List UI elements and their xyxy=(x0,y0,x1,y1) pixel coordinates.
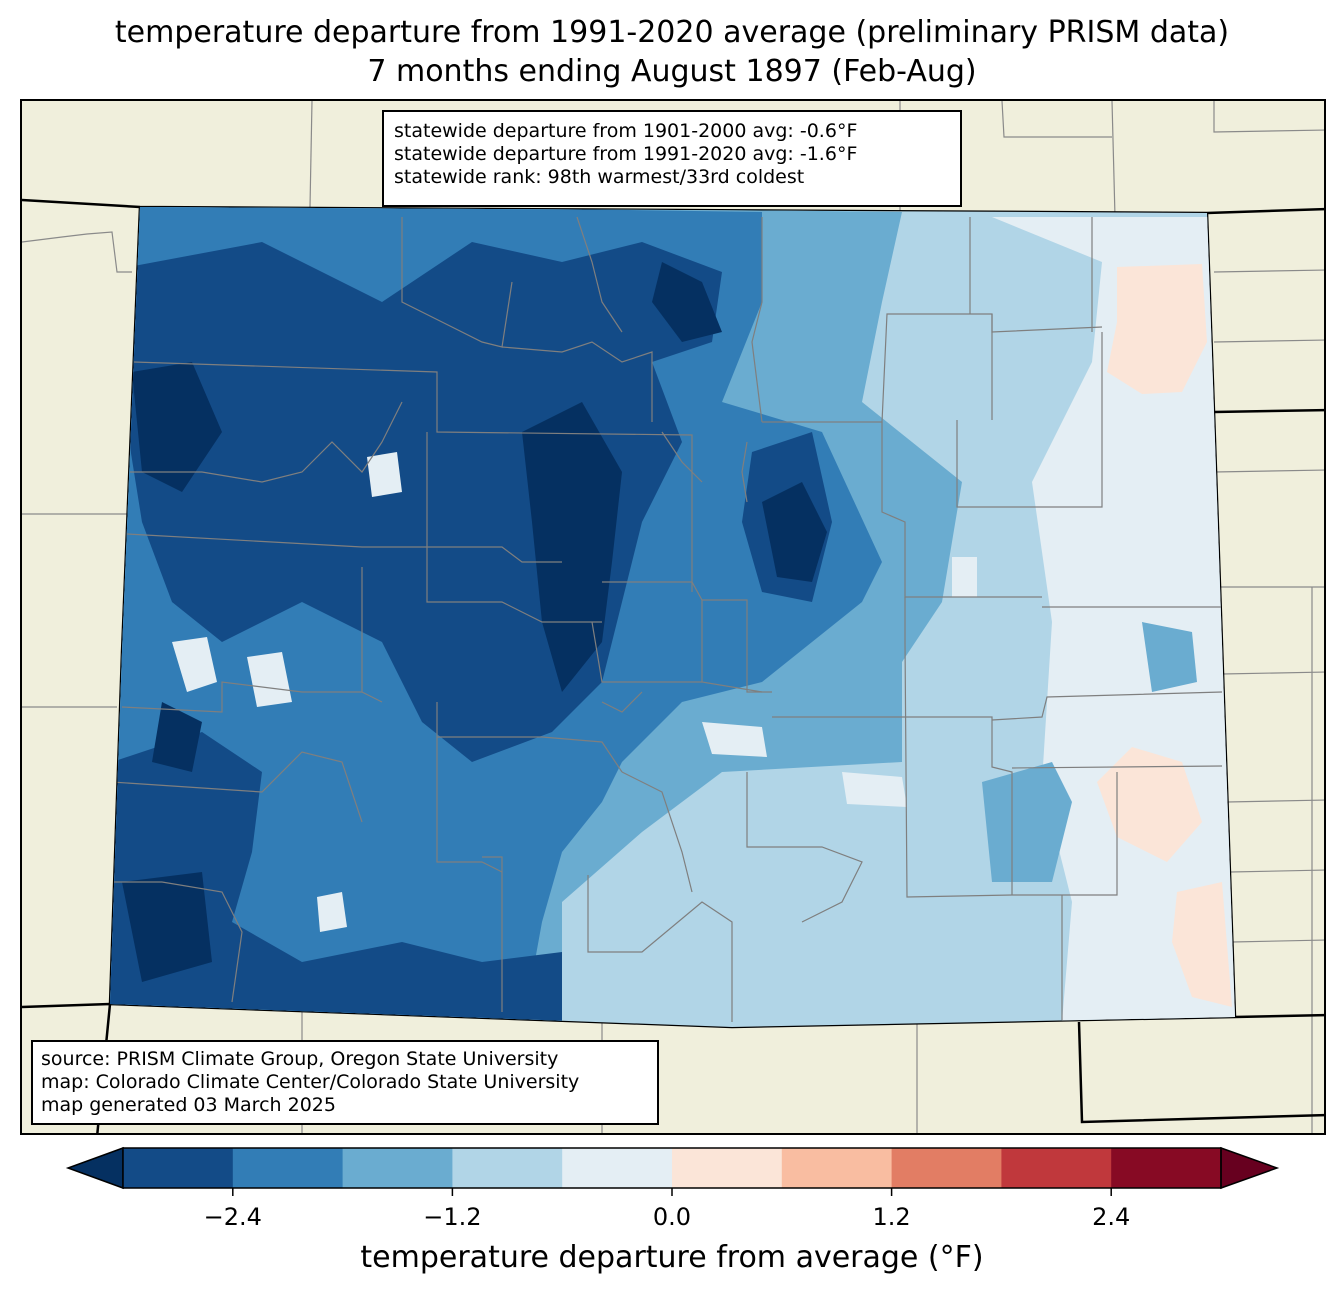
county-lines xyxy=(110,216,1223,1022)
source-box: source: PRISM Climate Group, Oregon Stat… xyxy=(31,1040,659,1125)
colorbar-cell xyxy=(452,1148,563,1188)
stats-line-1901-2000: statewide departure from 1901-2000 avg: … xyxy=(394,120,858,142)
tick-label: 1.2 xyxy=(872,1203,911,1231)
map-frame xyxy=(20,99,1326,1135)
temperature-fill xyxy=(110,207,1235,1027)
colorbar-extend-low xyxy=(65,1146,124,1190)
statewide-stats-box: statewide departure from 1901-2000 avg: … xyxy=(382,110,962,207)
colorbar-cell xyxy=(232,1148,344,1188)
source-line: source: PRISM Climate Group, Oregon Stat… xyxy=(41,1048,559,1070)
band-0-to-0-6 xyxy=(1097,264,1232,1007)
colorbar-cell xyxy=(342,1148,453,1188)
tick-label: −1.2 xyxy=(423,1203,482,1231)
generated-date-line: map generated 03 March 2025 xyxy=(41,1094,336,1116)
colorado-map xyxy=(22,101,1324,1133)
colorbar-extend-high xyxy=(1220,1146,1280,1190)
band-below-minus-3-0 xyxy=(122,262,827,982)
tick-label: 2.4 xyxy=(1092,1203,1131,1231)
stats-line-1991-2020: statewide departure from 1991-2020 avg: … xyxy=(394,143,858,165)
colorbar-cell xyxy=(672,1148,783,1188)
map-credit-line: map: Colorado Climate Center/Colorado St… xyxy=(41,1071,580,1093)
map-title: temperature departure from 1991-2020 ave… xyxy=(114,15,1230,50)
band-minus-3-0-to-minus-2-4 xyxy=(110,242,832,1027)
colorbar xyxy=(65,1146,1280,1196)
colorbar-label: temperature departure from average (°F) xyxy=(360,1240,984,1275)
colorbar-cell xyxy=(562,1148,673,1188)
colorbar-cell xyxy=(1001,1148,1112,1188)
colorbar-cell xyxy=(123,1148,234,1188)
colorbar-cell xyxy=(1111,1148,1222,1188)
colorbar-cell xyxy=(891,1148,1002,1188)
stats-line-rank: statewide rank: 98th warmest/33rd coldes… xyxy=(394,166,805,188)
colorbar-cell xyxy=(781,1148,893,1188)
tick-label: 0.0 xyxy=(652,1203,692,1231)
tick-label: −2.4 xyxy=(203,1203,262,1231)
map-subtitle: 7 months ending August 1897 (Feb-Aug) xyxy=(367,54,977,89)
